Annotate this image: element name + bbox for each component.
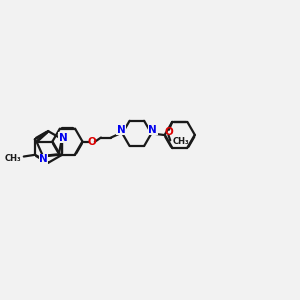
Text: N: N bbox=[117, 125, 125, 135]
Text: N: N bbox=[39, 154, 48, 164]
Text: N: N bbox=[59, 133, 68, 143]
Text: O: O bbox=[87, 137, 96, 147]
Text: CH₃: CH₃ bbox=[173, 137, 190, 146]
Text: CH₃: CH₃ bbox=[5, 154, 22, 163]
Text: N: N bbox=[148, 125, 157, 135]
Text: N: N bbox=[148, 125, 157, 135]
Text: N: N bbox=[39, 154, 48, 164]
Text: O: O bbox=[164, 127, 173, 137]
Text: N: N bbox=[117, 125, 125, 135]
Text: N: N bbox=[59, 133, 68, 143]
